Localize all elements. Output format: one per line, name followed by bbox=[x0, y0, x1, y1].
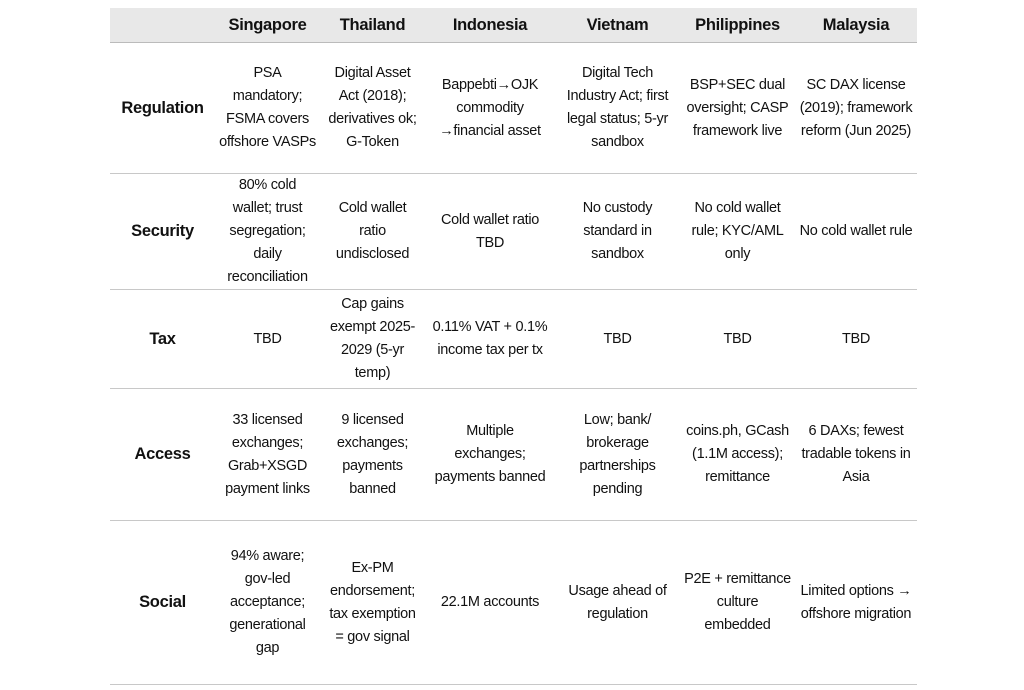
column-header: Vietnam bbox=[555, 8, 680, 43]
table-cell: Cap gains exempt 2025-2029 (5-yr temp) bbox=[329, 296, 416, 381]
table-cell: BSP+SEC dual oversight; CASP framework l… bbox=[686, 76, 789, 139]
table-cell: PSA mandatory; FSMA covers offshore VASP… bbox=[219, 65, 316, 150]
column-header: Philippines bbox=[680, 8, 795, 43]
row-header: Security bbox=[131, 222, 194, 240]
table-cell: TBD bbox=[723, 330, 752, 347]
row-header: Access bbox=[134, 445, 191, 463]
table-cell: 0.11% VAT + 0.1% income tax per tx bbox=[432, 319, 548, 358]
table-cell: No cold wallet rule bbox=[799, 223, 913, 239]
table-row: Regulation PSA mandatory; FSMA covers off… bbox=[110, 43, 917, 174]
table-cell: Ex-PM endorsement; tax exemption = gov s… bbox=[329, 559, 416, 645]
corner-cell bbox=[110, 8, 215, 43]
table-cell: 6 DAXs; fewest tradable tokens in Asia bbox=[801, 423, 911, 485]
table-cell: No custody standard in sandbox bbox=[582, 200, 653, 262]
table-cell: 33 licensed exchanges; Grab+XSGD payment… bbox=[225, 411, 310, 497]
column-header: Malaysia bbox=[795, 8, 917, 43]
table-row: Access 33 licensed exchanges; Grab+XSGD p… bbox=[110, 389, 917, 521]
row-header: Tax bbox=[149, 329, 176, 348]
table-body: Regulation PSA mandatory; FSMA covers off… bbox=[110, 43, 917, 685]
table-header: Singapore Thailand Indonesia Vietnam Philipp… bbox=[110, 8, 917, 43]
table-row: Tax TBD Cap gains exempt 2025-2029 (5-yr t… bbox=[110, 290, 917, 389]
table-cell: No cold wallet rule; KYC/AML only bbox=[691, 200, 784, 262]
table-cell: Multiple exchanges; payments banned bbox=[434, 423, 546, 485]
table-cell: 22.1M accounts bbox=[440, 594, 540, 610]
table-cell: Usage ahead of regulation bbox=[568, 582, 667, 622]
row-header: Social bbox=[139, 593, 186, 611]
table-cell: TBD bbox=[253, 330, 282, 347]
table-cell: SC DAX license (2019); framework reform … bbox=[799, 76, 913, 139]
table-row: Social 94% aware; gov-led acceptance; gen… bbox=[110, 521, 917, 685]
table-cell: Cold wallet ratio TBD bbox=[440, 211, 540, 251]
table-cell: 9 licensed exchanges; payments banned bbox=[336, 411, 409, 497]
table-cell: P2E + remittance culture embedded bbox=[684, 571, 791, 633]
column-header: Thailand bbox=[320, 8, 425, 43]
table-cell: TBD bbox=[841, 330, 871, 347]
table-cell: Digital Tech Industry Act; first legal s… bbox=[566, 65, 669, 150]
table-cell: coins.ph, GCash (1.1M access); remittanc… bbox=[686, 423, 789, 485]
table-row: Security 80% cold wallet; trust segregati… bbox=[110, 174, 917, 290]
comparison-table: Singapore Thailand Indonesia Vietnam Philipp… bbox=[110, 8, 917, 685]
table-cell: Digital Asset Act (2018); derivatives ok… bbox=[328, 65, 417, 150]
column-header: Singapore bbox=[215, 8, 320, 43]
row-header: Regulation bbox=[121, 98, 204, 117]
table-cell: Bappebti→OJK commodity →financial asset bbox=[439, 76, 541, 139]
table-cell: Limited options → offshore migration bbox=[800, 582, 912, 622]
table-cell: TBD bbox=[603, 330, 632, 347]
table-cell: Cold wallet ratio undisclosed bbox=[335, 200, 410, 262]
table-cell: 80% cold wallet; trust segregation; dail… bbox=[227, 177, 308, 285]
column-header: Indonesia bbox=[425, 8, 555, 43]
table-cell: 94% aware; gov-led acceptance; generatio… bbox=[229, 548, 306, 656]
table-cell: Low; bank/ brokerage partnerships pendin… bbox=[579, 411, 656, 497]
